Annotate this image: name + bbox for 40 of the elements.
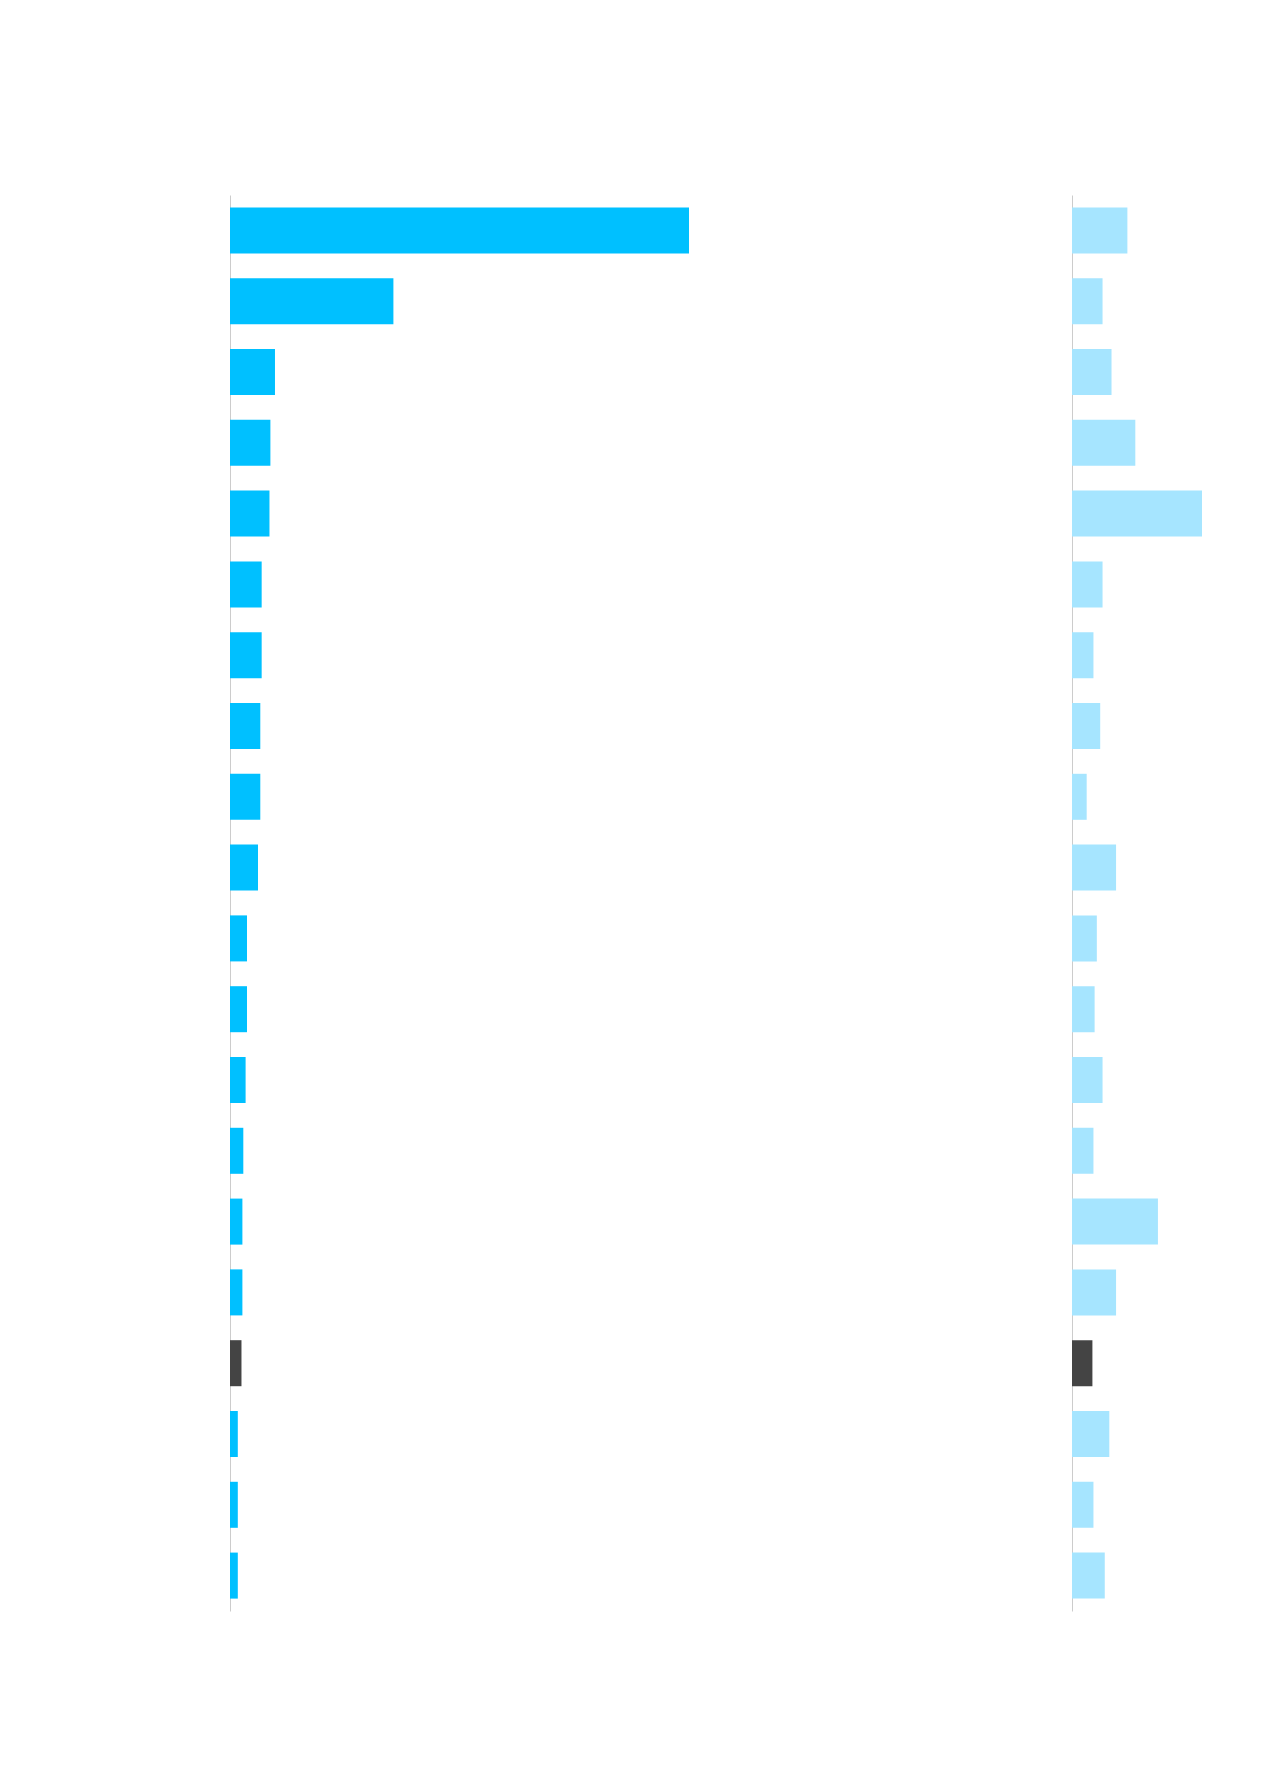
bar	[1072, 1127, 1094, 1174]
bar	[230, 278, 394, 325]
bar	[230, 1340, 242, 1387]
bar	[230, 844, 258, 891]
bar	[230, 702, 261, 750]
bar	[1072, 986, 1095, 1033]
bar	[1072, 1269, 1117, 1316]
bar	[1072, 915, 1097, 962]
bar	[1072, 278, 1103, 325]
bar	[230, 632, 262, 679]
bar	[1072, 632, 1094, 679]
bar	[1072, 1552, 1105, 1599]
bar	[230, 207, 689, 254]
bar	[230, 986, 247, 1033]
bar	[1072, 1481, 1094, 1528]
bar	[230, 490, 270, 537]
bar	[230, 1056, 246, 1104]
bar	[230, 419, 271, 466]
bar	[1072, 1198, 1158, 1245]
bar	[1072, 844, 1117, 891]
bar	[1072, 773, 1087, 820]
bar	[230, 1410, 238, 1458]
bar	[230, 561, 262, 608]
bar	[230, 348, 275, 396]
bar	[1072, 702, 1101, 750]
bar	[1072, 207, 1128, 254]
bar	[230, 1127, 244, 1174]
bar	[1072, 561, 1103, 608]
bar	[230, 1481, 238, 1528]
bar	[230, 1198, 243, 1245]
bar	[230, 1552, 238, 1599]
bar	[1072, 348, 1112, 396]
bar	[1072, 419, 1136, 466]
bar	[1072, 1056, 1103, 1104]
bar	[1072, 1410, 1110, 1458]
bar	[230, 773, 261, 820]
bar	[230, 1269, 243, 1316]
bar	[230, 915, 247, 962]
bar	[1072, 1340, 1093, 1387]
bar	[1072, 490, 1202, 537]
